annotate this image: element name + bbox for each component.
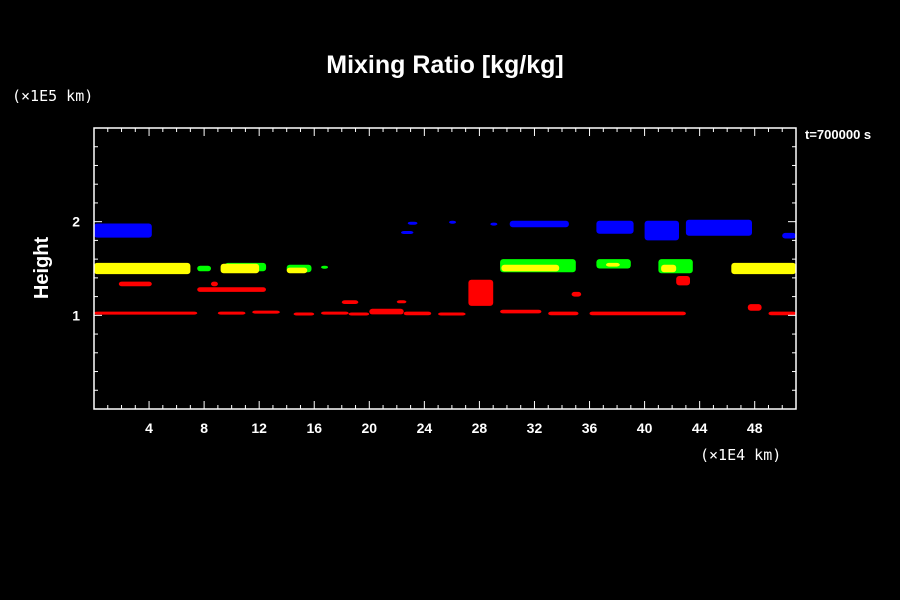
- x-tick-label: 20: [362, 420, 378, 436]
- blue-region: [685, 219, 752, 236]
- red-field: [94, 276, 796, 316]
- red-region: [341, 300, 359, 304]
- blue-region: [509, 220, 569, 228]
- x-tick-labels: 4 8 12 16 20 24 28 32 36 40 44 48: [145, 420, 763, 436]
- blue-region: [490, 222, 498, 226]
- red-region: [403, 311, 432, 316]
- x-unit-label: (×1E4 km): [700, 446, 781, 464]
- red-region: [589, 311, 686, 316]
- red-region: [94, 311, 198, 315]
- red-region: [321, 311, 349, 315]
- red-region: [571, 291, 582, 297]
- y-tick-labels: 12: [72, 214, 80, 324]
- x-tick-label: 36: [582, 420, 598, 436]
- red-region: [747, 304, 762, 311]
- yellow-region: [220, 263, 260, 274]
- blue-region: [644, 220, 679, 241]
- x-tick-label: 12: [251, 420, 267, 436]
- y-tick-label: 2: [72, 214, 80, 230]
- y-axis-label: Height: [31, 237, 53, 300]
- time-label: t=700000 s: [805, 127, 871, 142]
- x-tick-label: 4: [145, 420, 153, 436]
- x-tick-label: 44: [692, 420, 708, 436]
- y-unit-label: (×1E5 km): [12, 87, 93, 105]
- blue-region: [596, 220, 634, 234]
- blue-region: [401, 231, 414, 234]
- red-region: [217, 311, 246, 315]
- yellow-region: [661, 264, 677, 273]
- plot-frame: [93, 127, 797, 410]
- blue-region: [449, 220, 456, 224]
- y-tick-label: 1: [72, 307, 80, 323]
- x-tick-label: 32: [527, 420, 543, 436]
- red-region: [211, 281, 218, 287]
- red-region: [197, 287, 266, 292]
- axis-ticks: [94, 128, 796, 409]
- blue-region: [407, 221, 418, 225]
- blue-region: [94, 223, 152, 238]
- plot-area: 4 8 12 16 20 24 28 32 36 40 44 48 12: [72, 127, 797, 436]
- yellow-region: [501, 264, 560, 272]
- blue-region: [782, 232, 796, 239]
- x-tick-label: 8: [200, 420, 208, 436]
- red-region: [438, 312, 466, 316]
- yellow-region: [94, 262, 191, 275]
- red-region: [348, 312, 370, 316]
- green-region: [321, 265, 328, 269]
- chart-title: Mixing Ratio [kg/kg]: [326, 51, 564, 79]
- red-region: [396, 300, 407, 304]
- red-region: [548, 311, 579, 316]
- blue-field: [94, 219, 796, 241]
- yellow-region: [731, 262, 796, 275]
- red-region: [293, 312, 315, 316]
- x-tick-label: 16: [306, 420, 322, 436]
- red-region: [118, 281, 152, 287]
- x-tick-label: 40: [637, 420, 653, 436]
- x-tick-label: 48: [747, 420, 763, 436]
- x-tick-label: 24: [417, 420, 433, 436]
- red-region: [369, 308, 404, 315]
- yellow-region: [286, 267, 308, 274]
- x-tick-label: 28: [472, 420, 488, 436]
- red-region: [252, 310, 280, 314]
- red-region: [676, 276, 690, 286]
- yellow-field: [94, 262, 796, 275]
- red-region: [468, 279, 494, 306]
- yellow-region: [606, 262, 620, 267]
- red-region: [768, 311, 796, 316]
- mixing-ratio-fields: [94, 219, 796, 316]
- green-region: [197, 265, 211, 272]
- red-region: [500, 309, 542, 314]
